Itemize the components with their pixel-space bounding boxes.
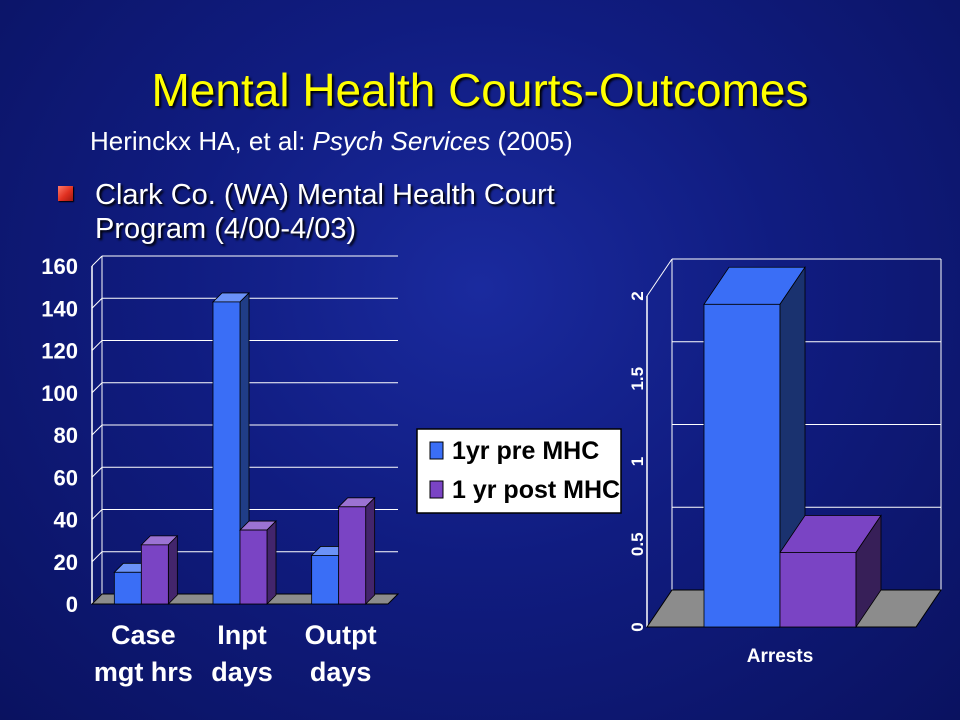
chart-2-bar-side (855, 514, 882, 629)
chart-2-ytick-label: 1.5 (628, 367, 647, 391)
chart-1-grid-side (91, 509, 103, 520)
chart-1-grid-side (91, 424, 103, 436)
bullet-square-icon (58, 186, 73, 201)
citation-journal: Psych Services (312, 126, 491, 156)
chart-2-ytick-label: 1 (628, 457, 647, 466)
chart-1-bar-post-side (365, 496, 376, 605)
chart-1-grid-side (91, 255, 103, 267)
chart-1-ytick-label: 0 (66, 592, 78, 617)
chart-2-ytick-label: 0 (628, 622, 647, 631)
legend-swatch-pre (429, 441, 444, 460)
chart-1-ytick-label: 140 (41, 296, 78, 321)
chart-1-xtick-line: mgt hrs (94, 657, 193, 687)
chart-1-xtick-line: Inpt (217, 620, 266, 650)
chart-2-ytick-label: 2 (628, 291, 647, 300)
chart-1-ytick-label: 20 (54, 550, 78, 575)
legend-label-pre: 1yr pre MHC (452, 437, 599, 465)
chart-1-ytick-label: 160 (41, 254, 78, 279)
chart-1-xtick-line: Outpt (305, 620, 377, 650)
citation-year: (2005) (490, 126, 573, 156)
chart-1-bar-post (140, 544, 169, 605)
chart-1-grid-side (91, 340, 103, 351)
chart-1-xtick-label: Outpt days (305, 620, 377, 687)
chart-1-ytick-label: 60 (54, 465, 78, 490)
chart-1-bar-pre (113, 571, 142, 605)
legend-label-post: 1 yr post MHC (452, 476, 620, 504)
citation: Herinckx HA, et al: Psych Services (2005… (90, 124, 573, 158)
chart-2-bar-post (779, 552, 857, 628)
chart-2-bar-pre (703, 303, 781, 628)
chart-1-bar-pre (212, 301, 241, 605)
chart-2-ytick-label: 0.5 (628, 532, 647, 556)
slide-title: Mental Health Courts-Outcomes (151, 64, 809, 116)
chart-1-grid-side (91, 551, 103, 563)
chart-1-xtick-line: days (211, 657, 273, 687)
chart-1-grid-side (91, 382, 103, 394)
chart-1-ytick-label: 100 (41, 381, 78, 406)
chart-1-xtick-label: Case mgt hrs (94, 620, 193, 687)
legend-swatch-post (429, 480, 444, 499)
chart-2-arrests: 0 0.5 1 1.5 2 Arrests (628, 258, 942, 667)
chart-1-ytick-label: 80 (54, 423, 78, 448)
chart-1-bar-post-side (167, 534, 178, 605)
chart-1-legend: 1yr pre MHC 1 yr post MHC (416, 428, 622, 514)
chart-1-bar-pre (311, 555, 340, 605)
citation-authors: Herinckx HA, et al: (90, 126, 313, 156)
chart-1-grid-side (91, 466, 103, 478)
chart-1-hospital-usage: 0 20 40 60 80 100 120 140 160 Case mgt hrs Inpt days… (41, 254, 622, 687)
chart-1-ytick-label: 40 (54, 508, 78, 533)
chart-1-bar-post (239, 529, 268, 605)
chart-2-xtick-label: Arrests (747, 646, 814, 667)
chart-1-xtick-label: Inpt days (211, 620, 273, 687)
bullet-text: Clark Co. (WA) Mental Health Court Progr… (95, 179, 555, 245)
chart-1-xtick-line: days (310, 657, 372, 687)
chart-1-bar-post (338, 506, 367, 605)
chart-1-bar-post-side (266, 520, 277, 605)
chart-1-ytick-label: 120 (41, 339, 78, 364)
chart-1-xtick-line: Case (111, 620, 176, 650)
chart-1-grid-side (91, 297, 103, 309)
chart-2-top-edge (646, 258, 673, 297)
legend-box (416, 428, 622, 514)
